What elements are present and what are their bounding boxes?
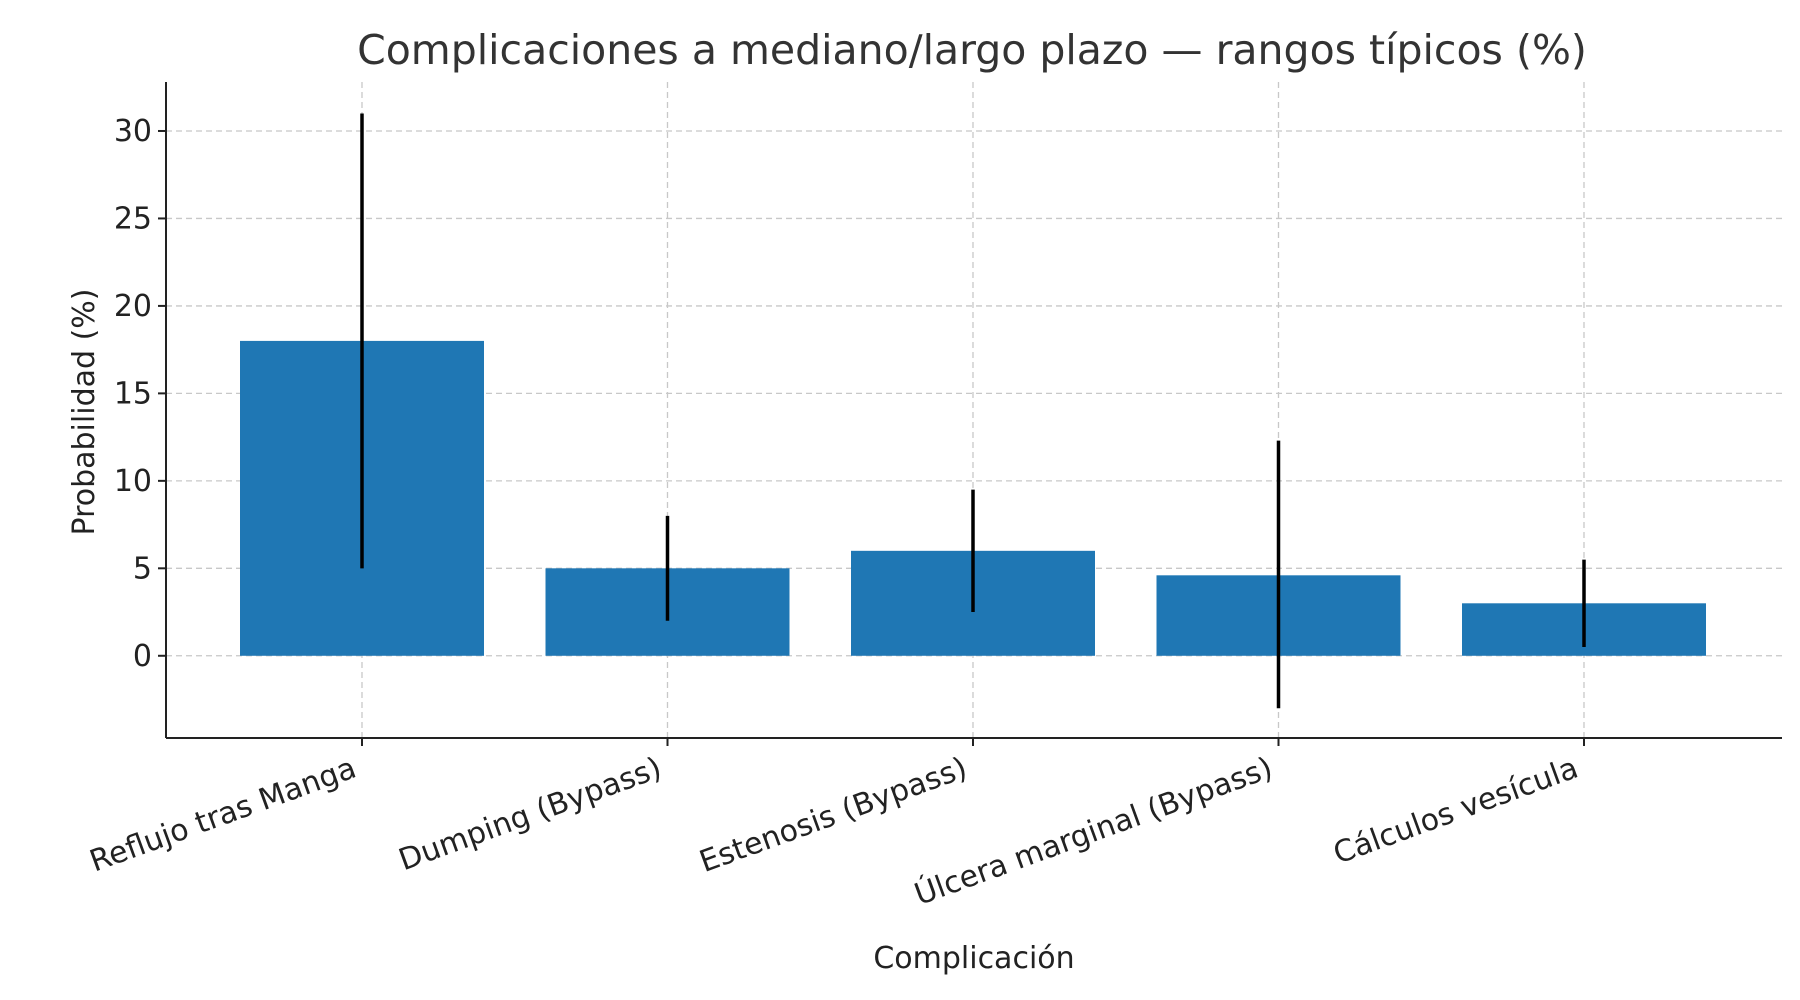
y-ticks: 0 5 10 15 20 25 30	[114, 114, 166, 674]
x-ticks: Reflujo tras Manga Dumping (Bypass) Esteno…	[85, 738, 1585, 913]
x-tick-label: Dumping (Bypass)	[394, 751, 666, 879]
y-tick-label: 5	[133, 551, 152, 586]
error-bars	[360, 113, 1586, 709]
chart-title: Complicaciones a mediano/largo plazo — r…	[357, 26, 1587, 74]
x-tick-label: Reflujo tras Manga	[85, 751, 361, 880]
y-tick-label: 15	[114, 376, 152, 411]
y-axis-label: Probabilidad (%)	[67, 289, 102, 536]
x-axis-label: Complicación	[873, 941, 1074, 976]
x-tick-label: Cálculos vesícula	[1329, 751, 1583, 872]
y-tick-label: 20	[114, 289, 152, 324]
x-tick-label: Estenosis (Bypass)	[695, 751, 972, 880]
y-tick-label: 30	[114, 114, 152, 149]
y-tick-label: 10	[114, 464, 152, 499]
y-tick-label: 0	[133, 639, 152, 674]
y-tick-label: 25	[114, 201, 152, 236]
